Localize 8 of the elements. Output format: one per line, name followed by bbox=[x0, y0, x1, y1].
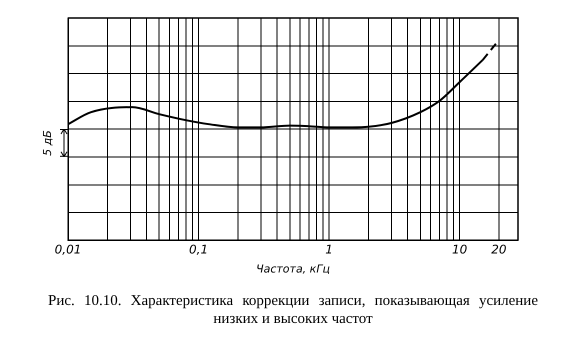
text: 5 дБ bbox=[40, 129, 55, 158]
text: Рис. 10.10. Характеристика коррекции записи, показывающая усиление низких и высоких частот bbox=[48, 292, 538, 328]
x-tick-label: 1 bbox=[325, 242, 333, 257]
x-tick-label: 10 bbox=[452, 242, 468, 257]
x-tick-label: 20 bbox=[491, 242, 507, 257]
x-axis-title: Частота, кГц bbox=[256, 262, 330, 276]
x-tick-label: 0,1 bbox=[188, 242, 208, 257]
x-tick-label: 0,01 bbox=[54, 242, 82, 257]
